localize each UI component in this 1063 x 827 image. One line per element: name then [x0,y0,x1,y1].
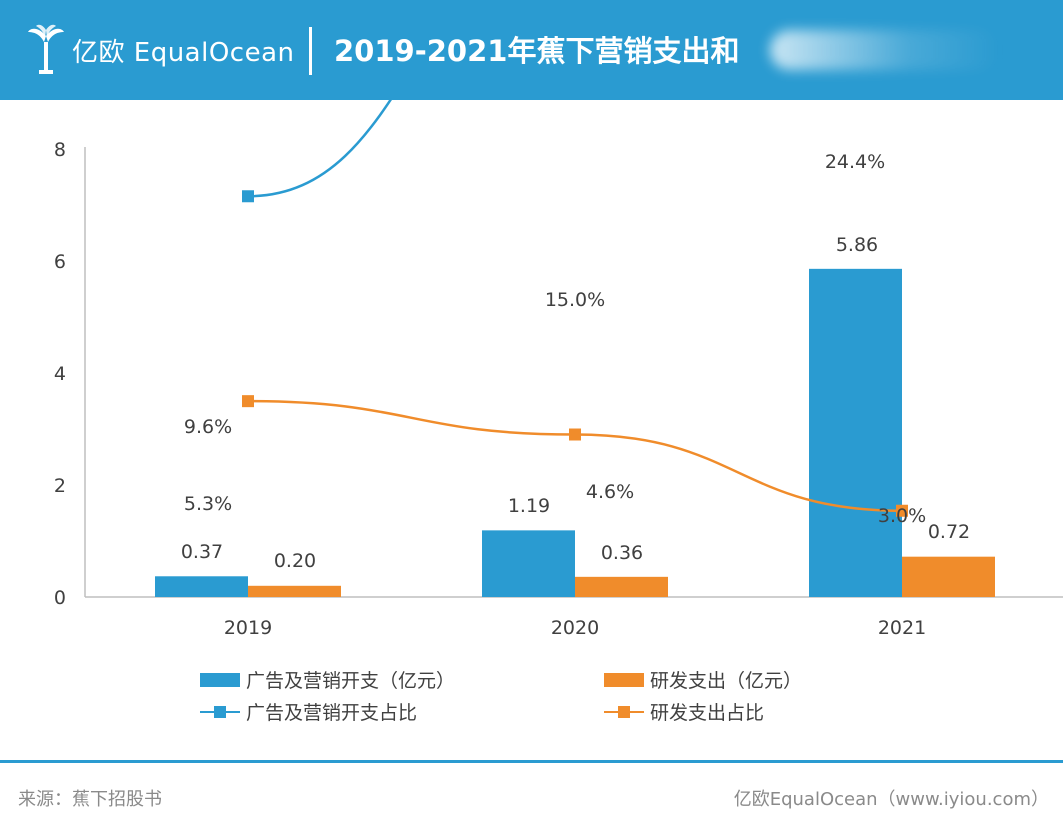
legend-label: 研发支出占比 [650,702,765,724]
legend-swatch-orange-line [604,705,644,719]
legend-item-rd-ratio: 研发支出占比 [604,698,764,725]
legend-label: 研发支出（亿元） [650,670,803,692]
series-line [247,100,392,198]
legend-item-ad-ratio: 广告及营销开支占比 [200,698,417,725]
equalocean-logo: 亿欧 EqualOcean [28,22,295,78]
chart-title: 2019-2021年蕉下营销支出和 [334,34,740,68]
line-marker [896,504,908,517]
line-data-label: 3.0% [878,505,926,527]
logo-text: 亿欧 EqualOcean [72,37,295,68]
bar [902,556,995,597]
bar [809,268,902,597]
line-marker [242,395,254,408]
bar-data-label: 0.37 [181,541,223,563]
header-divider [309,27,312,75]
y-tick-label: 8 [54,139,66,161]
line-marker [569,428,581,441]
legend-label: 广告及营销开支占比 [246,702,418,724]
bar [248,585,341,597]
legend-item-ad-spend: 广告及营销开支（亿元） [200,666,455,693]
y-tick-label: 2 [54,475,66,497]
legend-swatch-blue-line [200,705,240,719]
bar [482,530,575,597]
line-data-label: 5.3% [184,493,232,515]
x-tick-label: 2019 [224,617,272,639]
legend-item-rd-spend: 研发支出（亿元） [604,666,802,693]
x-tick-label: 2020 [551,617,599,639]
brand-note: 亿欧EqualOcean（www.iyiou.com） [733,789,1049,810]
y-tick-label: 6 [54,251,66,273]
chart-legend: 广告及营销开支（亿元） 研发支出（亿元） 广告及营销开支占比 研发支出占比 [0,660,1063,730]
bar-data-label: 0.72 [928,521,970,543]
line-marker [242,190,254,203]
footer-divider [0,760,1063,763]
line-data-label: 9.6% [184,416,232,438]
series-line [247,399,903,512]
header-banner: 亿欧 EqualOcean 2019-2021年蕉下营销支出和 [0,0,1063,100]
line-data-label: 4.6% [586,481,634,503]
legend-swatch-blue-bar [200,672,240,687]
blurred-title-watermark [770,30,1000,70]
source-note: 来源：蕉下招股书 [18,789,162,810]
y-tick-label: 4 [54,363,66,385]
line-data-label: 24.4% [825,151,885,173]
bar [575,576,668,597]
bar-data-label: 0.20 [274,550,316,572]
combo-chart: 0 2 4 6 8 2019 2020 2021 0.37 1.19 5.86 0.20 0.36 0.7… [54,100,1063,639]
legend-label: 广告及营销开支（亿元） [246,670,456,692]
bar-data-label: 0.36 [601,542,643,564]
logo-icon [28,24,64,74]
bar-data-label: 1.19 [508,495,550,517]
x-tick-label: 2021 [878,617,926,639]
line-data-label: 15.0% [545,289,605,311]
legend-swatch-orange-bar [604,672,644,687]
bar [155,576,248,597]
bar-data-label: 5.86 [836,234,878,256]
y-tick-label: 0 [54,587,66,609]
